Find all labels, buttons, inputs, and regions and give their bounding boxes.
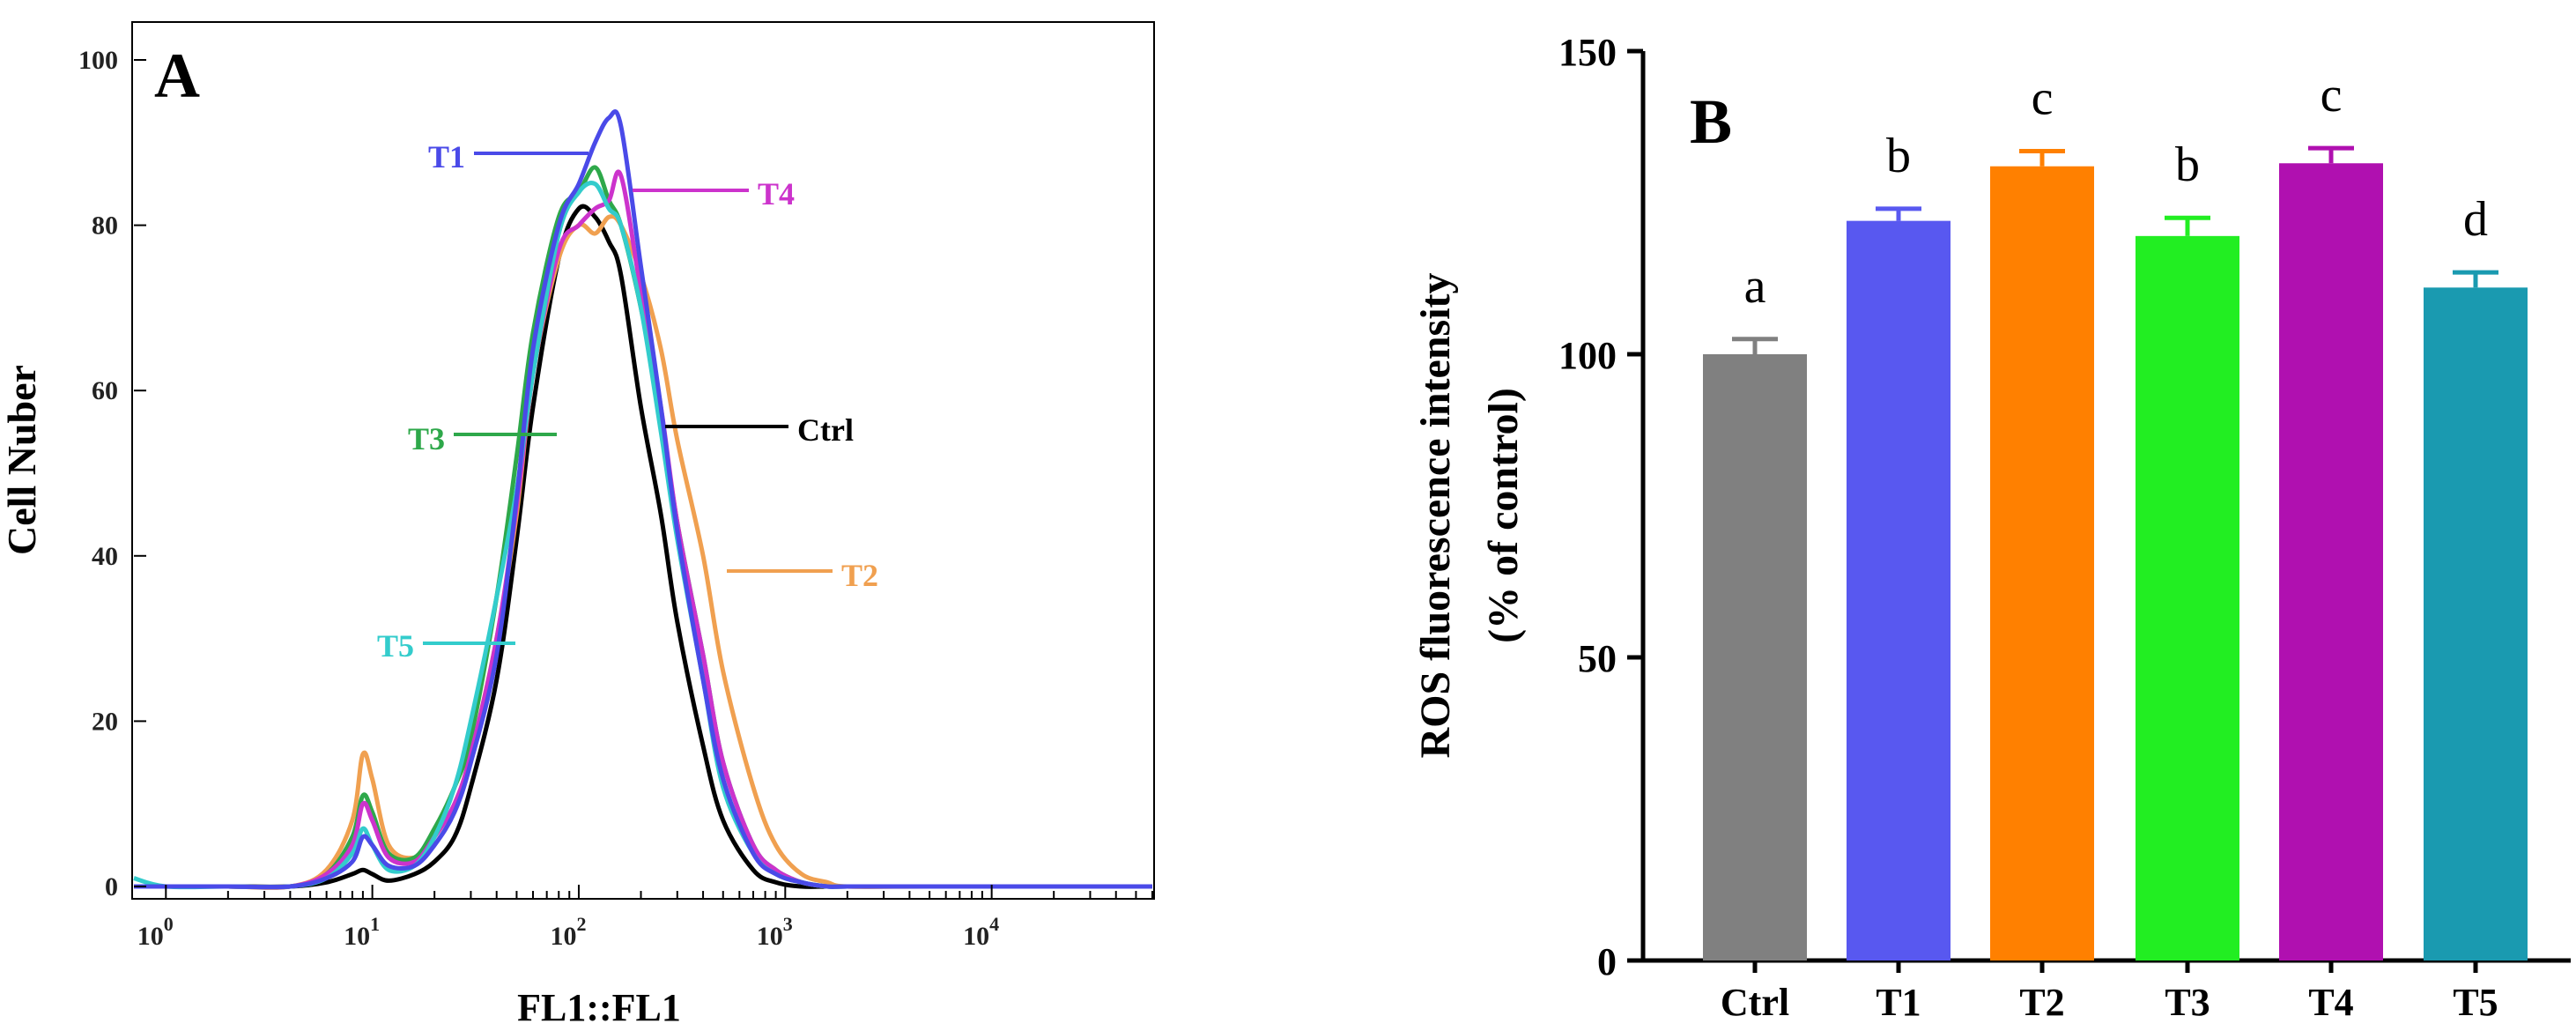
tick-base: 10	[550, 922, 576, 951]
histogram-y-tick-label: 0	[105, 872, 118, 901]
bar-chart-y-tick-label: 0	[1597, 940, 1617, 983]
bar-chart-y-ticks: 0 50 100 150	[1558, 31, 1643, 983]
tick-base: 10	[344, 922, 370, 951]
histogram-series-annotations: T1 T4 T3 Ctrl T2 T5	[377, 139, 878, 664]
histogram-series-line-t1	[134, 109, 1152, 890]
significance-letter-t3: b	[2175, 137, 2200, 192]
bar-t3	[2136, 235, 2239, 961]
bar-chart-y-tick-label: 50	[1578, 637, 1617, 680]
bar-chart-category-label: T2	[2019, 981, 2064, 1024]
bar-chart-bars: a Ctrl b T1 c T2 b T3 c T4 d T5	[1703, 68, 2528, 1024]
bar-chart-y-tick-label: 150	[1558, 31, 1617, 74]
histogram-y-tick-label: 80	[92, 211, 118, 241]
bar-t5	[2424, 287, 2528, 961]
annotation-label-t1: T1	[428, 139, 465, 174]
histogram-y-tick-label: 40	[92, 542, 118, 571]
tick-base: 10	[963, 922, 989, 951]
tick-exponent: 0	[164, 913, 174, 935]
annotation-label-t4: T4	[758, 176, 795, 211]
bar-t4	[2279, 163, 2383, 961]
histogram-x-ticks: 100 101 102 103 104	[137, 885, 1153, 951]
histogram-x-axis-title: FL1::FL1	[517, 986, 681, 1029]
histogram-x-tick-label: 103	[757, 913, 793, 951]
panel-label-b: B	[1690, 86, 1732, 157]
histogram-plot-frame	[131, 21, 1155, 900]
histogram-y-axis-title: Cell Nuber	[0, 365, 44, 555]
histogram-x-tick-label: 102	[550, 913, 586, 951]
annotation-label-ctrl: Ctrl	[797, 412, 854, 448]
bar-chart-y-axis-title-line1: ROS fluorescence intensity	[1412, 272, 1459, 758]
annotation-label-t2: T2	[841, 558, 878, 593]
tick-exponent: 4	[989, 913, 999, 935]
bar-chart-category-label: T1	[1876, 981, 1921, 1024]
histogram-series-line-t2	[134, 214, 1152, 890]
tick-exponent: 2	[576, 913, 586, 935]
histogram-y-tick-label: 20	[92, 707, 118, 736]
significance-letter-t2: c	[2032, 71, 2054, 126]
bar-chart-y-tick-label: 100	[1558, 334, 1617, 377]
ros-bar-chart-panel: B 0 50 100 150 a Ctrl b T1 c T2 b T3 c T4 d T5 ROS flu…	[1412, 31, 2571, 1024]
significance-letter-t4: c	[2321, 68, 2343, 122]
panel-label-a: A	[154, 41, 200, 111]
bar-chart-category-label: T3	[2165, 981, 2210, 1024]
significance-letter-t5: d	[2463, 192, 2488, 247]
histogram-x-tick-label: 100	[137, 913, 174, 951]
annotation-label-t3: T3	[408, 421, 445, 456]
tick-exponent: 3	[783, 913, 793, 935]
bar-ctrl	[1703, 354, 1807, 961]
histogram-y-tick-label: 100	[78, 46, 118, 75]
bar-t1	[1847, 220, 1951, 961]
histogram-y-ticks: 0 20 40 60 80 100	[78, 46, 146, 901]
tick-exponent: 1	[370, 913, 380, 935]
annotation-label-t5: T5	[377, 628, 414, 664]
significance-letter-t1: b	[1886, 129, 1911, 183]
bar-t2	[1990, 166, 2094, 961]
bar-chart-category-label: T5	[2453, 981, 2498, 1024]
tick-base: 10	[757, 922, 783, 951]
histogram-series-line-ctrl	[134, 204, 1152, 889]
bar-chart-y-axis-title-line2: (% of control)	[1480, 388, 1527, 643]
histogram-x-tick-label: 101	[344, 913, 380, 951]
histogram-series-group	[133, 109, 1152, 890]
histogram-series-line-t4	[134, 169, 1152, 890]
tick-base: 10	[137, 922, 164, 951]
significance-letter-ctrl: a	[1744, 259, 1766, 314]
histogram-y-tick-label: 60	[92, 376, 118, 405]
bar-chart-category-label: T4	[2308, 981, 2353, 1024]
histogram-x-tick-label: 104	[963, 913, 999, 951]
bar-chart-category-label: Ctrl	[1721, 981, 1789, 1024]
